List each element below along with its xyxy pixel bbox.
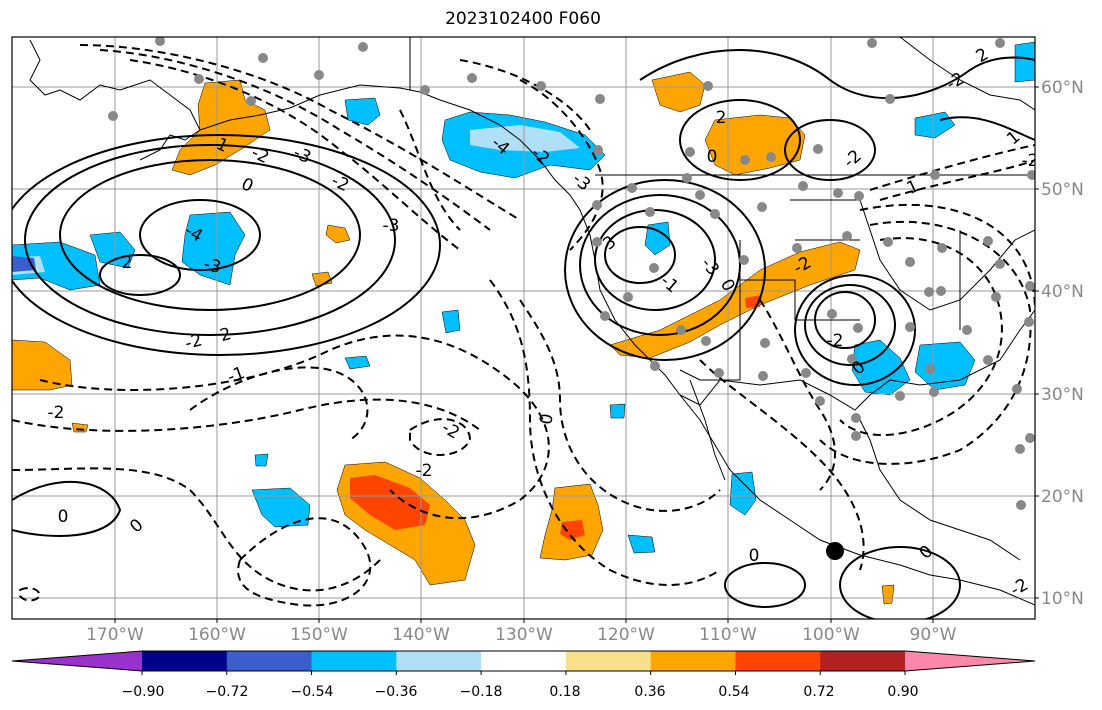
- negative-contours: [12, 44, 1035, 607]
- axis-ticks: [114, 86, 1039, 623]
- contour-label: 0: [749, 546, 760, 566]
- contour-label: -3: [383, 216, 400, 236]
- contour-label: -1: [225, 363, 248, 388]
- colorbar-tick-label: 0.90: [887, 684, 918, 700]
- colorbar-tick-label: 0.18: [549, 684, 580, 700]
- lon-label: 100°W: [802, 625, 860, 645]
- negative-anomaly-areas: [12, 41, 1035, 554]
- contour-label: -2: [328, 171, 352, 196]
- lon-label: 170°W: [86, 625, 144, 645]
- colorbar-segment: [226, 651, 313, 671]
- contour-label: -2: [1022, 151, 1039, 171]
- marker-dot: [826, 542, 844, 560]
- strong-positive-anomaly-areas: [350, 295, 762, 540]
- lat-label: 50°N: [1041, 180, 1084, 200]
- colorbar-segment: [142, 651, 228, 671]
- colorbar-segment: [650, 651, 736, 671]
- lat-label: 20°N: [1041, 487, 1084, 507]
- contour-label: -2: [416, 461, 433, 481]
- lon-label: 160°W: [188, 625, 246, 645]
- colorbar-segment: [820, 651, 906, 671]
- colorbar-tick-label: −0.18: [460, 684, 503, 700]
- colorbar-tick-label: 0.72: [803, 684, 834, 700]
- colorbar-tick-label: −0.36: [375, 684, 418, 700]
- contour-label: -3: [202, 254, 224, 278]
- colorbar-tick-label: −0.72: [206, 684, 249, 700]
- lat-label: 40°N: [1041, 282, 1084, 302]
- colorbar-tick-label: −0.54: [291, 684, 334, 700]
- lon-label: 130°W: [495, 625, 553, 645]
- contour-label: -2: [827, 331, 844, 351]
- colorbar-tick-label: 0.54: [718, 684, 749, 700]
- lon-label: 120°W: [597, 625, 655, 645]
- colorbar-segment: [481, 651, 567, 671]
- lon-label: 150°W: [290, 625, 348, 645]
- contour-label: -2: [248, 143, 272, 168]
- colorbar-segment: [565, 651, 652, 671]
- contour-label: 0: [536, 412, 558, 426]
- contour-label: 2: [716, 108, 727, 128]
- contour-label: 2: [218, 324, 234, 346]
- lat-label: 30°N: [1041, 385, 1084, 405]
- lon-label: 110°W: [699, 625, 757, 645]
- contour-label: -2: [48, 403, 65, 423]
- colorbar-segment: [396, 651, 482, 671]
- colorbar-extend-high: [905, 651, 1035, 671]
- lat-label: 10°N: [1041, 589, 1084, 609]
- colorbar-tick-label: 0.36: [634, 684, 665, 700]
- contour-label: 2: [122, 253, 133, 273]
- strong-negative-anomaly-areas: [12, 256, 36, 272]
- contour-label: 0: [58, 507, 69, 527]
- positive-contours: [12, 49, 1035, 619]
- contour-label: 0: [707, 147, 718, 167]
- longitude-labels: 170°W 160°W 150°W 140°W 130°W 120°W 110°…: [86, 625, 957, 645]
- lon-label: 90°W: [910, 625, 957, 645]
- colorbar-segment: [311, 651, 397, 671]
- lon-label: 140°W: [392, 625, 450, 645]
- colorbar: [11, 650, 1036, 675]
- lat-label: 60°N: [1041, 78, 1084, 98]
- colorbar-segment: [735, 651, 821, 671]
- station-dots: [108, 37, 1035, 510]
- map-title: 2023102400 F060: [445, 9, 601, 29]
- colorbar-tick-label: −0.90: [122, 684, 165, 700]
- contour-label: -2: [183, 330, 205, 354]
- contour-label: -3: [290, 143, 314, 168]
- latitude-labels: 60°N 50°N 40°N 30°N 20°N 10°N: [1041, 78, 1084, 609]
- colorbar-tick-labels: −0.90 −0.72 −0.54 −0.36 −0.18 0.18 0.36 …: [122, 684, 919, 700]
- colorbar-extend-low: [12, 651, 142, 671]
